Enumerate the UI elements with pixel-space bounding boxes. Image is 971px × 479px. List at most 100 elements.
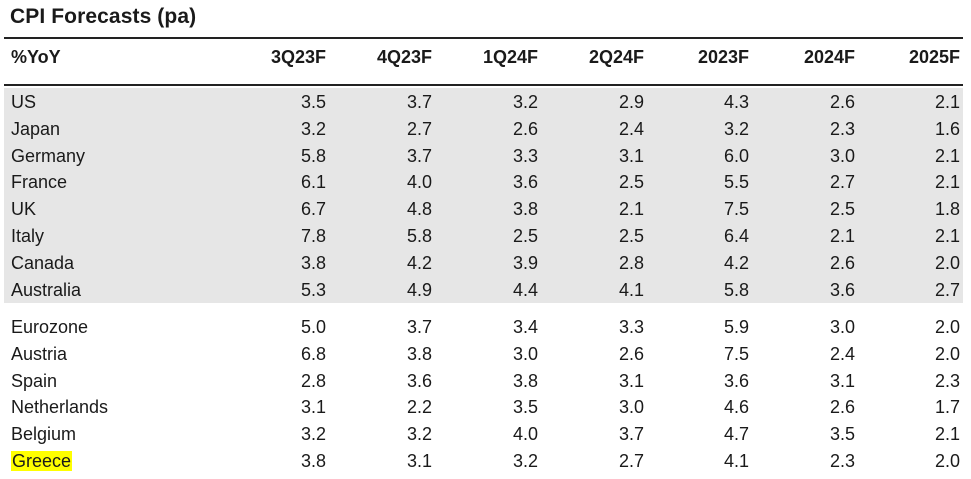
table-row: Australia 5.3 4.9 4.4 4.1 5.8 3.6 2.7: [0, 280, 971, 306]
value-cell-3q23f: 2.8: [300, 370, 326, 391]
table-row: Italy 7.8 5.8 2.5 2.5 6.4 2.1 2.1: [0, 226, 971, 252]
value-cell-3q23f: 3.1: [300, 397, 326, 418]
value-cell-3q23f: 3.5: [300, 92, 326, 112]
value-cell-2024f: 2.5: [829, 199, 855, 220]
row-label-canada: Canada: [11, 253, 74, 274]
value-cell-4q23f: 4.9: [406, 279, 432, 300]
value-cell-2025f: 1.7: [934, 397, 960, 418]
value-cell-2023f: 5.9: [723, 317, 749, 337]
value-cell-4q23f: 2.7: [406, 118, 432, 139]
value-cell-1q24f: 3.0: [512, 343, 538, 364]
table-row: Canada 3.8 4.2 3.9 2.8 4.2 2.6 2.0: [0, 253, 971, 279]
value-cell-2024f: 2.7: [829, 172, 855, 193]
value-cell-2024f: 2.3: [829, 118, 855, 139]
value-cell-2024f: 2.1: [829, 226, 855, 246]
value-cell-2024f: 2.6: [829, 92, 855, 112]
country-name: Germany: [11, 145, 86, 166]
value-cell-2025f: 2.0: [934, 252, 960, 273]
value-cell-2q24f: 4.1: [618, 279, 644, 300]
value-cell-2q24f: 2.7: [618, 451, 644, 471]
table-row: Netherlands 3.1 2.2 3.5 3.0 4.6 2.6 1.7: [0, 397, 971, 423]
value-cell-4q23f: 4.0: [406, 172, 432, 193]
value-cell-2024f: 3.0: [829, 317, 855, 337]
country-name: Japan: [11, 118, 61, 139]
value-cell-4q23f: 3.6: [406, 370, 432, 391]
value-cell-2025f: 1.6: [934, 118, 960, 139]
value-cell-2024f: 2.3: [829, 451, 855, 471]
value-cell-2023f: 6.4: [723, 226, 749, 246]
country-name: Italy: [11, 226, 45, 246]
country-name: Spain: [11, 370, 58, 391]
column-header-1q24f: 1Q24F: [482, 47, 538, 67]
header-row: %YoY 3Q23F 4Q23F 1Q24F 2Q24F 2023F 2024F 2025F: [0, 47, 971, 73]
value-cell-1q24f: 3.5: [512, 397, 538, 418]
country-name: Netherlands: [11, 397, 109, 418]
column-header-2024f: 2024F: [803, 47, 855, 67]
column-header-2023f: 2023F: [697, 47, 749, 67]
value-cell-2q24f: 2.6: [618, 343, 644, 364]
value-cell-2q24f: 2.5: [618, 226, 644, 246]
value-cell-4q23f: 4.2: [406, 252, 432, 273]
table-row: Belgium 3.2 3.2 4.0 3.7 4.7 3.5 2.1: [0, 424, 971, 450]
value-cell-1q24f: 2.6: [512, 118, 538, 139]
table-row: Spain 2.8 3.6 3.8 3.1 3.6 3.1 2.3: [0, 371, 971, 397]
value-cell-1q24f: 2.5: [512, 226, 538, 246]
value-cell-2025f: 2.0: [934, 451, 960, 471]
country-name: Belgium: [11, 424, 77, 445]
row-label-belgium: Belgium: [11, 424, 76, 445]
value-cell-2023f: 7.5: [723, 199, 749, 220]
country-name: Australia: [11, 279, 82, 300]
value-cell-1q24f: 3.2: [512, 92, 538, 112]
row-label-austria: Austria: [11, 344, 67, 365]
table-row: UK 6.7 4.8 3.8 2.1 7.5 2.5 1.8: [0, 199, 971, 225]
value-cell-2024f: 3.1: [829, 370, 855, 391]
value-cell-2025f: 2.1: [934, 226, 960, 246]
value-cell-3q23f: 3.2: [300, 118, 326, 139]
value-cell-2q24f: 3.7: [618, 424, 644, 445]
row-label-spain: Spain: [11, 371, 57, 392]
value-cell-4q23f: 3.2: [406, 424, 432, 445]
country-name: Austria: [11, 343, 68, 364]
country-name: France: [11, 172, 68, 193]
row-label-greece: Greece: [11, 451, 73, 472]
value-cell-1q24f: 3.8: [512, 370, 538, 391]
top-rule: [4, 37, 963, 39]
table-row: Eurozone 5.0 3.7 3.4 3.3 5.9 3.0 2.0: [0, 317, 971, 343]
value-cell-2023f: 4.7: [723, 424, 749, 445]
row-label-us: US: [11, 92, 36, 113]
table-row: US 3.5 3.7 3.2 2.9 4.3 2.6 2.1: [0, 92, 971, 118]
value-cell-3q23f: 3.2: [300, 424, 326, 445]
value-cell-2025f: 2.1: [934, 424, 960, 445]
value-cell-3q23f: 5.0: [300, 317, 326, 337]
row-label-uk: UK: [11, 199, 36, 220]
column-header-2025f: 2025F: [908, 47, 960, 67]
country-name: Greece: [11, 451, 73, 471]
table-row: Greece 3.8 3.1 3.2 2.7 4.1 2.3 2.0: [0, 451, 971, 477]
value-cell-2023f: 4.3: [723, 92, 749, 112]
value-cell-2q24f: 3.1: [618, 370, 644, 391]
value-cell-2023f: 3.2: [723, 118, 749, 139]
country-name: US: [11, 92, 37, 112]
value-cell-1q24f: 3.8: [512, 199, 538, 220]
table-row: France 6.1 4.0 3.6 2.5 5.5 2.7 2.1: [0, 172, 971, 198]
value-cell-2q24f: 3.0: [618, 397, 644, 418]
value-cell-2025f: 2.3: [934, 370, 960, 391]
column-header-4q23f: 4Q23F: [376, 47, 432, 67]
value-cell-2025f: 1.8: [934, 199, 960, 220]
value-cell-3q23f: 5.8: [300, 145, 326, 166]
table-row: Austria 6.8 3.8 3.0 2.6 7.5 2.4 2.0: [0, 344, 971, 370]
value-cell-2025f: 2.1: [934, 172, 960, 193]
value-cell-2023f: 4.6: [723, 397, 749, 418]
value-cell-1q24f: 3.3: [512, 145, 538, 166]
row-label-japan: Japan: [11, 119, 60, 140]
row-label-eurozone: Eurozone: [11, 317, 88, 338]
value-cell-2025f: 2.7: [934, 279, 960, 300]
column-header-3q23f: 3Q23F: [270, 47, 326, 67]
country-name: UK: [11, 199, 37, 220]
row-label-germany: Germany: [11, 146, 85, 167]
column-header-label: %YoY: [11, 47, 61, 67]
value-cell-2023f: 6.0: [723, 145, 749, 166]
value-cell-2024f: 3.5: [829, 424, 855, 445]
value-cell-2023f: 3.6: [723, 370, 749, 391]
value-cell-2q24f: 2.4: [618, 118, 644, 139]
